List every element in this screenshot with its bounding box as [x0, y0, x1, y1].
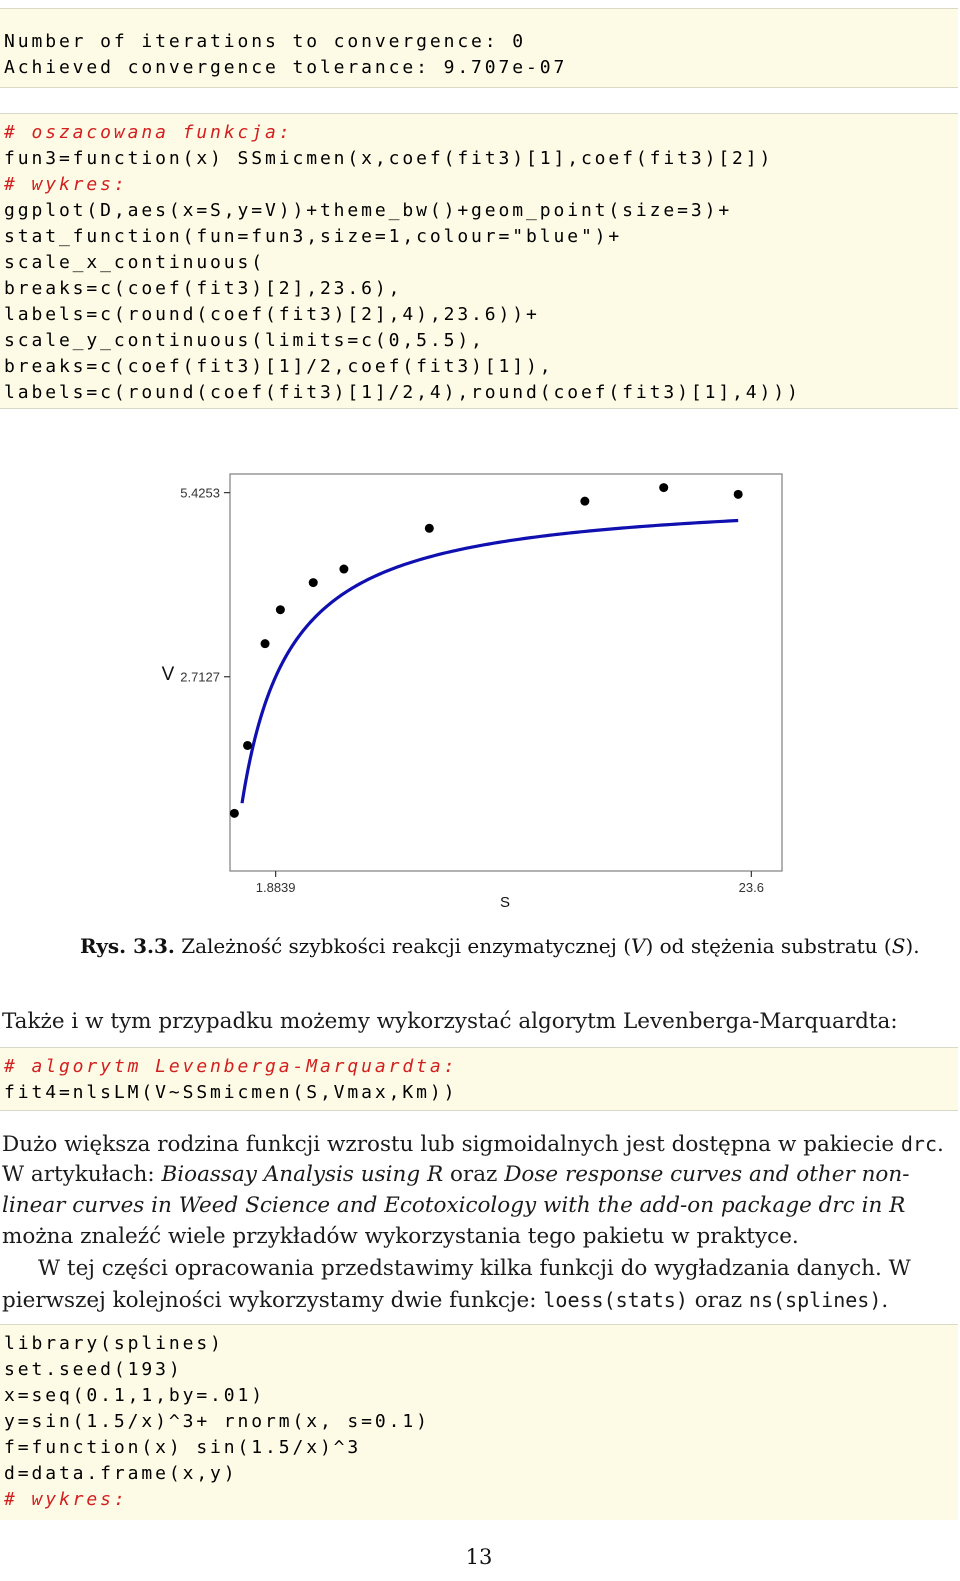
fit-curve [240, 518, 739, 804]
code-comment: # oszacowana funkcja: [4, 122, 293, 143]
paragraph-line: linear curves in Weed Science and Ecotox… [2, 1193, 952, 1219]
code-line: library(splines) [4, 1333, 224, 1354]
caption-var: V [631, 934, 646, 958]
x-axis: 1.8839 23.6 [256, 871, 764, 895]
text: pierwszej kolejności wykorzystamy dwie f… [2, 1288, 544, 1313]
code-line: y=sin(1.5/x)^3+ rnorm(x, s=0.1) [4, 1411, 430, 1432]
code-line: f=function(x) sin(1.5/x)^3 [4, 1437, 362, 1458]
code-block-ggplot: # oszacowana funkcja: fun3=function(x) S… [0, 113, 958, 409]
data-point [659, 483, 669, 493]
data-points [229, 483, 743, 818]
caption-text: Zależność szybkości reakcji enzymatyczne… [181, 934, 632, 958]
text: oraz [687, 1288, 749, 1313]
caption-text: ). [905, 934, 920, 958]
code-line: fun3=function(x) SSmicmen(x,coef(fit3)[1… [4, 148, 774, 169]
data-point [243, 740, 253, 750]
code-line: labels=c(round(coef(fit3)[1]/2,4),round(… [4, 382, 801, 403]
paragraph-line: W artykułach: Bioassay Analysis using R … [2, 1162, 952, 1188]
data-point [580, 496, 590, 506]
data-point [733, 489, 743, 499]
inline-code: drc [900, 1132, 938, 1156]
paragraph-line: W tej części opracowania przedstawimy ki… [38, 1256, 911, 1281]
plot-panel [229, 473, 783, 872]
text: W artykułach: [2, 1162, 162, 1187]
code-line: Achieved convergence tolerance: 9.707e-0… [4, 57, 568, 78]
inline-code: ns(splines) [748, 1288, 882, 1312]
figure-caption: Rys. 3.3. Zależność szybkości reakcji en… [80, 934, 920, 958]
x-axis-title: S [500, 894, 510, 911]
paragraph: Także i w tym przypadku możemy wykorzyst… [2, 1009, 898, 1034]
page-number: 13 [465, 1545, 493, 1569]
code-line: d=data.frame(x,y) [4, 1463, 238, 1484]
data-point [424, 523, 434, 533]
x-tick-label: 1.8839 [256, 880, 296, 895]
y-tick-label: 2.7127 [180, 670, 220, 685]
code-line: breaks=c(coef(fit3)[2],23.6), [4, 278, 403, 299]
caption-var: S [891, 934, 906, 958]
code-line: Number of iterations to convergence: 0 [4, 31, 527, 52]
code-line: scale_x_continuous( [4, 252, 266, 273]
article-title: linear curves in Weed Science and Ecotox… [2, 1193, 906, 1218]
code-line: scale_y_continuous(limits=c(0,5.5), [4, 330, 485, 351]
text: Dużo większa rodzina funkcji wzrostu lub… [2, 1132, 901, 1157]
data-point [308, 578, 318, 588]
data-point [275, 605, 285, 615]
article-title: Dose response curves and other non- [504, 1162, 910, 1187]
code-comment: # algorytm Levenberga-Marquardta: [4, 1056, 458, 1077]
code-line: labels=c(round(coef(fit3)[2],4),23.6))+ [4, 304, 540, 325]
code-block-nlslm: # algorytm Levenberga-Marquardta: fit4=n… [0, 1047, 958, 1111]
text: oraz [443, 1162, 505, 1187]
michaelis-menten-chart: 2.7127 5.4253 1.8839 23.6 S V [162, 473, 783, 911]
code-line: set.seed(193) [4, 1359, 183, 1380]
text: . [937, 1132, 944, 1157]
paragraph-line: Dużo większa rodzina funkcji wzrostu lub… [2, 1131, 952, 1158]
data-point [229, 808, 239, 818]
caption-label: Rys. 3.3. [80, 934, 175, 958]
y-axis: 2.7127 5.4253 [180, 486, 230, 685]
code-block-splines: library(splines) set.seed(193) x=seq(0.1… [0, 1324, 958, 1520]
data-point [260, 639, 270, 649]
code-line: ggplot(D,aes(x=S,y=V))+theme_bw()+geom_p… [4, 200, 733, 221]
x-tick-label: 23.6 [739, 880, 764, 895]
paragraph-line: można znaleźć wiele przykładów wykorzyst… [2, 1224, 799, 1249]
code-line: x=seq(0.1,1,by=.01) [4, 1385, 266, 1406]
inline-code: loess(stats) [543, 1288, 688, 1312]
y-axis-title: V [162, 664, 175, 685]
code-line: breaks=c(coef(fit3)[1]/2,coef(fit3)[1]), [4, 356, 554, 377]
article-title: Bioassay Analysis using R [161, 1162, 444, 1187]
paragraph-line: pierwszej kolejności wykorzystamy dwie f… [2, 1287, 952, 1314]
data-point [339, 564, 349, 574]
caption-text: ) od stężenia substratu ( [645, 934, 892, 958]
code-block-output: Number of iterations to convergence: 0 A… [0, 8, 958, 88]
code-line: fit4=nlsLM(V~SSmicmen(S,Vmax,Km)) [4, 1082, 458, 1103]
code-comment: # wykres: [4, 1489, 128, 1510]
y-tick-label: 5.4253 [180, 486, 220, 501]
text: . [881, 1288, 889, 1313]
code-line: stat_function(fun=fun3,size=1,colour="bl… [4, 226, 623, 247]
code-comment: # wykres: [4, 174, 128, 195]
